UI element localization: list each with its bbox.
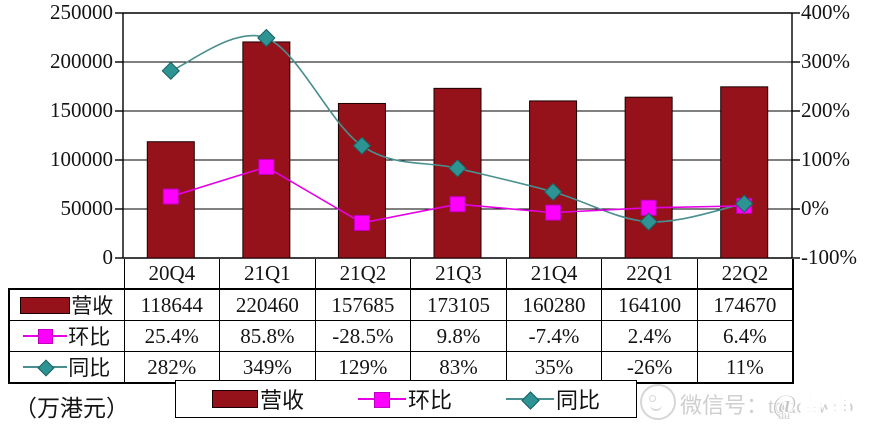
qoq-row-label: 环比: [68, 325, 111, 349]
legend-yoy-marker-icon: [506, 390, 554, 410]
watermark-brand: @雷递: [771, 389, 852, 420]
right-axis-tick-label: 400%: [801, 0, 850, 24]
legend-box: 营收 环比 同比: [175, 380, 637, 418]
yoy-row-label: 同比: [68, 356, 111, 380]
revenue-bar: [720, 86, 769, 259]
quarter-header-cell: 22Q1: [601, 259, 698, 289]
revenue-bar: [337, 102, 386, 259]
left-axis-tick-label: 150000: [50, 98, 113, 122]
yoy-value-cell: 35%: [505, 351, 603, 384]
quarter-header-cell: 21Q1: [219, 259, 316, 289]
legend-revenue-swatch-icon: [211, 390, 258, 408]
legend-qoq-marker-icon: [357, 390, 406, 408]
right-axis-tick-label: 0%: [801, 196, 829, 220]
quarter-header-row: 20Q4 21Q1 21Q2 21Q3 21Q4 22Q1 22Q2: [9, 259, 794, 289]
qoq-marker: [258, 158, 275, 175]
qoq-marker: [545, 204, 562, 221]
revenue-value-cell: 220460: [219, 288, 316, 321]
legend-label-yoy: 同比: [556, 388, 601, 413]
right-axis-tick-label: 300%: [801, 49, 850, 73]
quarter-header-cell: 22Q2: [696, 259, 794, 289]
yoy-value-cell: 11%: [696, 351, 794, 384]
leidi-logo-icon: [640, 384, 676, 420]
watermark-du: du: [778, 408, 790, 422]
qoq-value-cell: 9.8%: [410, 320, 507, 352]
left-axis-tick-label: 250000: [50, 0, 113, 24]
table-row: 环比 25.4% 85.8% -28.5% 9.8% -7.4% 2.4% 6.4%: [8, 320, 794, 352]
yoy-value-cell: -26%: [601, 351, 698, 384]
qoq-value-cell: 6.4%: [696, 320, 794, 352]
qoq-row-label-cell: 环比: [8, 320, 125, 352]
left-axis-tick-label: 200000: [50, 49, 113, 73]
unit-label: （万港元）: [14, 396, 129, 421]
yoy-value-cell: 282%: [123, 351, 221, 384]
yoy-line-marker-icon: [23, 359, 68, 377]
yoy-marker: [639, 212, 658, 231]
yoy-marker: [161, 61, 180, 81]
yoy-row-label-cell: 同比: [8, 351, 125, 384]
right-axis-tick-label: -100%: [801, 245, 857, 269]
left-axis-tick-label: 100000: [50, 147, 113, 171]
revenue-swatch-icon: [20, 296, 71, 314]
legend-label-revenue: 营收: [259, 388, 304, 413]
qoq-value-cell: -28.5%: [314, 320, 412, 352]
legend-item-yoy: 同比: [506, 383, 600, 415]
qoq-line-marker-icon: [23, 328, 68, 344]
legend-label-qoq: 环比: [407, 388, 452, 413]
table-row: 同比 282% 349% 129% 83% 35% -26% 11%: [8, 351, 794, 384]
watermark-wechat-id: 微信号：touchweb: [680, 393, 854, 418]
table-row: 营收 118644 220460 157685 173105 160280 164100 17…: [8, 288, 794, 321]
revenue-value-cell: 173105: [410, 288, 507, 321]
yoy-marker: [735, 194, 754, 213]
revenue-bar: [242, 41, 291, 259]
left-axis-tick-label: 50000: [60, 196, 114, 220]
watermark: 微信号：touchweb @雷递 du: [632, 382, 875, 428]
table-corner-cell: [9, 259, 124, 289]
qoq-marker: [449, 196, 466, 213]
yoy-marker: [448, 159, 467, 178]
revenue-value-cell: 164100: [601, 288, 698, 321]
quarter-header-cell: 21Q4: [505, 259, 602, 289]
yoy-value-cell: 83%: [410, 351, 507, 384]
legend-item-revenue: 营收: [211, 383, 304, 415]
revenue-row-label-cell: 营收: [8, 288, 125, 321]
qoq-value-cell: 2.4%: [601, 320, 698, 352]
left-axis-tick-label: 0: [102, 245, 114, 269]
qoq-value-cell: 85.8%: [219, 320, 316, 352]
revenue-bar: [529, 100, 578, 259]
quarter-header-cell: 21Q3: [410, 259, 507, 289]
revenue-bar: [624, 96, 673, 259]
quarter-header-cell: 21Q2: [314, 259, 411, 289]
right-axis-tick-label: 100%: [801, 147, 850, 171]
data-table: 20Q4 21Q1 21Q2 21Q3 21Q4 22Q1 22Q2 营收 118644 2204…: [8, 259, 794, 384]
yoy-value-cell: 129%: [314, 351, 412, 384]
legend-item-qoq: 环比: [357, 383, 452, 415]
revenue-value-cell: 160280: [505, 288, 603, 321]
quarter-header-cell: 20Q4: [123, 259, 220, 289]
yoy-value-cell: 349%: [219, 351, 316, 384]
revenue-value-cell: 157685: [314, 288, 412, 321]
qoq-marker: [162, 188, 179, 205]
right-axis-tick-label: 200%: [801, 98, 850, 122]
revenue-row-label: 营收: [71, 294, 114, 318]
revenue-value-cell: 174670: [696, 288, 794, 321]
qoq-value-cell: -7.4%: [505, 320, 603, 352]
yoy-marker: [257, 28, 276, 48]
revenue-value-cell: 118644: [123, 288, 221, 321]
qoq-marker: [353, 214, 370, 231]
qoq-value-cell: 25.4%: [123, 320, 221, 352]
yoy-marker: [352, 136, 372, 155]
yoy-marker: [543, 182, 563, 202]
